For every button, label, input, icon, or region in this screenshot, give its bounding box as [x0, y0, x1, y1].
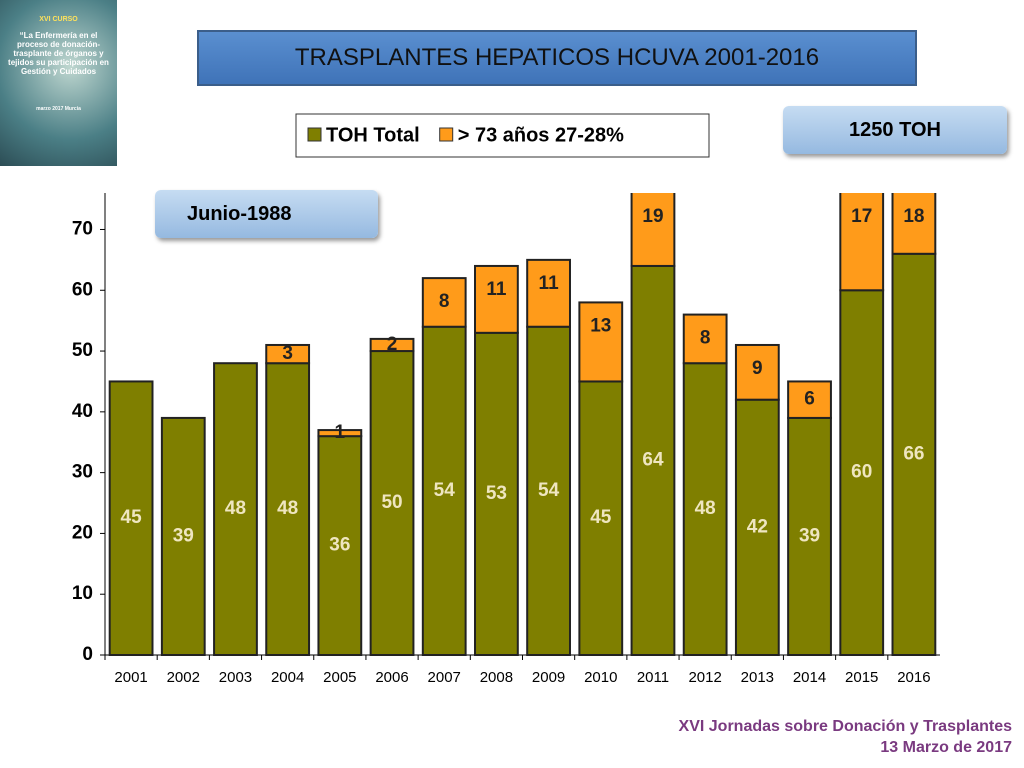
legend	[295, 113, 710, 158]
x-tick-label: 2010	[584, 669, 617, 686]
data-label: 48	[225, 498, 246, 519]
x-tick-label: 2003	[219, 669, 252, 686]
data-label: 3	[282, 343, 293, 364]
bar-segment	[787, 380, 832, 419]
cover-heading: XVI CURSO	[39, 16, 78, 23]
x-tick-label: 2015	[845, 669, 878, 686]
x-tick-label: 2008	[480, 669, 513, 686]
data-label: 6	[804, 389, 815, 410]
bar-segment	[682, 362, 728, 656]
data-label: 48	[695, 498, 716, 519]
legend-label: TOH Total	[326, 124, 420, 146]
y-tick-label: 70	[72, 218, 93, 239]
data-label: 17	[851, 206, 872, 227]
data-label: 60	[851, 462, 872, 483]
x-tick-label: 2012	[688, 669, 721, 686]
data-label: 48	[277, 498, 298, 519]
bar-segment	[265, 362, 311, 656]
data-label: 50	[381, 492, 402, 513]
bar-segment	[213, 362, 258, 656]
footer: XVI Jornadas sobre Donación y Trasplante…	[679, 716, 1012, 758]
data-label: 45	[590, 507, 612, 528]
y-tick-label: 10	[72, 583, 93, 604]
bar-segment	[265, 343, 311, 365]
bar-segment	[369, 350, 415, 656]
bar-segment	[734, 343, 780, 401]
bar-segment	[526, 258, 571, 328]
annotation: 1250 TOH	[783, 106, 1007, 154]
x-tick-label: 2014	[793, 669, 826, 686]
legend-label: > 73 años 27-28%	[458, 124, 624, 146]
bar-segment	[891, 252, 937, 657]
x-tick-label: 2013	[741, 669, 774, 686]
y-tick-label: 30	[72, 462, 93, 483]
x-tick-label: 2007	[428, 669, 461, 686]
bar-segment	[682, 313, 728, 365]
bar-segment	[630, 193, 676, 267]
bar-segment	[369, 337, 415, 353]
data-label: 11	[539, 273, 560, 294]
y-tick-label: 50	[72, 340, 93, 361]
data-label: 54	[538, 480, 560, 501]
y-tick-label: 40	[72, 401, 93, 422]
data-label: 66	[903, 443, 924, 464]
data-label: 45	[121, 507, 143, 528]
bar-segment	[578, 301, 624, 383]
data-label: 36	[329, 535, 350, 556]
bar-segment	[474, 331, 519, 656]
bar-segment	[839, 193, 885, 292]
x-tick-label: 2004	[271, 669, 304, 686]
y-tick-label: 0	[82, 644, 93, 665]
bar-segment	[160, 416, 206, 656]
footer-line: XVI Jornadas sobre Donación y Trasplante…	[678, 718, 1012, 735]
data-label: 1	[335, 422, 346, 443]
bar-segment	[578, 380, 624, 656]
bar-segment	[108, 380, 154, 656]
data-label: 42	[747, 516, 768, 537]
book-cover: XVI CURSO “La Enfermería en el proceso d…	[0, 0, 117, 166]
legend-swatch	[307, 127, 322, 142]
footer-line: 13 Marzo de 2017	[880, 739, 1012, 756]
x-tick-label: 2001	[114, 669, 147, 686]
data-label: 2	[387, 334, 398, 355]
x-tick-label: 2016	[897, 669, 930, 686]
bars	[108, 193, 937, 657]
bar-segment	[421, 277, 467, 328]
bar-segment	[526, 325, 571, 656]
x-tick-label: 2006	[375, 669, 408, 686]
data-label: 8	[700, 328, 711, 349]
x-tick-label: 2002	[167, 669, 200, 686]
x-tick-label: 2011	[637, 669, 669, 686]
bar-segment	[474, 264, 519, 334]
bar-segment	[317, 435, 363, 656]
cover-text: “La Enfermería en el proceso de donación…	[8, 31, 109, 76]
data-label: 39	[799, 525, 820, 546]
data-label: 64	[642, 449, 664, 470]
y-tick-label: 20	[72, 522, 93, 543]
bar-segment	[630, 264, 676, 656]
data-label: 39	[173, 525, 194, 546]
chart-title: TRASPLANTES HEPATICOS HCUVA 2001-2016	[197, 30, 917, 86]
bar-segment	[839, 289, 885, 656]
x-tick-label: 2005	[323, 669, 356, 686]
legend-swatch	[439, 127, 454, 142]
data-label: 54	[434, 480, 456, 501]
x-tick-label: 2009	[532, 669, 565, 686]
cover-date: marzo 2017 Murcia	[36, 106, 81, 112]
bar-segment	[891, 193, 937, 255]
data-label: 9	[752, 358, 763, 379]
data-label: 53	[486, 483, 507, 504]
data-label: 13	[590, 315, 611, 336]
y-tick-label: 60	[72, 279, 93, 300]
annotation: Junio-1988	[155, 190, 378, 238]
data-label: 18	[903, 206, 924, 227]
data-label: 8	[439, 291, 450, 312]
data-label: 11	[486, 279, 507, 300]
bar-segment	[734, 398, 780, 656]
bar-segment	[317, 429, 363, 438]
data-label: 19	[642, 206, 663, 227]
bar-segment	[421, 325, 467, 656]
